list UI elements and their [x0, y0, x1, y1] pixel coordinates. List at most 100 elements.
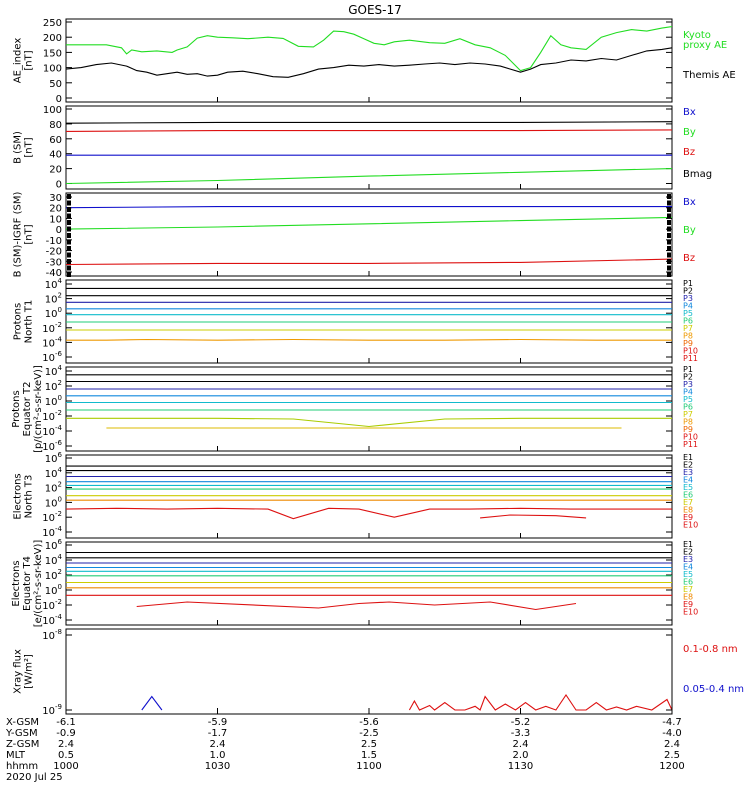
y-axis-label: Equator T4 [22, 556, 33, 611]
x-tick-value: -0.9 [56, 728, 76, 739]
tick-exponent: -9 [55, 703, 62, 711]
tick-base: 10 [45, 498, 58, 509]
edge-marker [667, 246, 671, 251]
edge-marker [667, 265, 671, 271]
legend-entry: E2 [683, 461, 693, 470]
y-tick-label: 10-2 [42, 598, 62, 612]
legend-entry: P8 [683, 418, 693, 427]
tick-base: 10 [42, 528, 55, 539]
legend-entry: P3 [683, 380, 693, 389]
x-tick-value: -2.5 [359, 728, 379, 739]
y-axis-label: [e/(cm²-s-sr-keV)] [33, 540, 44, 628]
edge-marker [667, 194, 671, 199]
tick-exponent: 4 [58, 277, 63, 285]
legend-entry: P10 [683, 433, 698, 442]
series-by [65, 216, 673, 230]
panel-frame [65, 541, 673, 626]
y-tick-label: 40 [49, 150, 62, 161]
tick-exponent: 0 [58, 583, 62, 591]
x-tick-value: 0.5 [58, 750, 74, 761]
y-tick-label: 10-2 [42, 510, 62, 524]
series-e10 [136, 601, 577, 611]
tick-exponent: -4 [55, 613, 63, 621]
legend-entry: P5 [683, 309, 693, 318]
edge-marker [667, 220, 671, 225]
x-tick-value: 2.5 [664, 750, 680, 761]
y-tick-label: 10-2 [42, 409, 62, 423]
y-tick-label: 0 [56, 225, 62, 236]
y-tick-label: 30 [49, 193, 62, 204]
x-tick-value: -3.3 [511, 728, 531, 739]
legend-entry: P8 [683, 332, 693, 341]
legend-entry: Bz [683, 253, 695, 264]
series-e9 [65, 507, 672, 520]
legend-entry: E8 [683, 506, 693, 515]
y-tick-label: 10-6 [42, 350, 62, 364]
y-tick-label: 200 [43, 33, 62, 44]
legend-entry: P3 [683, 294, 693, 303]
y-tick-label: 10-9 [42, 703, 62, 717]
legend-entry: P2 [683, 373, 693, 382]
y-tick-label: 102 [45, 568, 62, 582]
tick-base: 10 [42, 513, 55, 524]
tick-exponent: -2 [55, 321, 62, 329]
y-tick-label: 10-4 [42, 424, 62, 438]
legend-entry: 0.05-0.4 nm [683, 684, 744, 695]
tick-base: 10 [42, 616, 55, 627]
y-tick-label: -30 [46, 257, 62, 268]
legend-entry: P11 [683, 440, 698, 449]
y-tick-label: 102 [45, 379, 62, 393]
y-axis-label: [nT] [24, 224, 35, 244]
tick-exponent: -4 [55, 424, 63, 432]
x-row-label: X-GSM [6, 717, 39, 728]
tick-base: 10 [45, 382, 58, 393]
figure-title: GOES-17 [348, 3, 402, 17]
y-tick-label: 10-2 [42, 321, 62, 335]
legend-entry: P9 [683, 425, 693, 434]
edge-marker [67, 252, 71, 258]
legend-entry: E1 [683, 453, 693, 462]
tick-base: 10 [42, 601, 55, 612]
tick-exponent: -4 [55, 335, 63, 343]
legend-entry: E6 [683, 578, 693, 587]
tick-exponent: -2 [55, 598, 62, 606]
tick-base: 10 [45, 469, 58, 480]
legend-entry: E7 [683, 585, 693, 594]
legend-entry: 0.1-0.8 nm [683, 644, 738, 655]
x-row-label: Y-GSM [5, 728, 38, 739]
y-tick-label: 10 [49, 214, 62, 225]
tick-base: 10 [45, 309, 58, 320]
legend-entry: E5 [683, 570, 693, 579]
legend-entry: P4 [683, 302, 693, 311]
tick-exponent: 4 [58, 553, 63, 561]
edge-marker [67, 200, 71, 206]
y-axis-label: Protons [11, 390, 22, 427]
x-tick-value: -6.1 [56, 717, 76, 728]
panel-bsm: 100 80 60 40 20 0 B (SM) [nT] Bx By Bz Bmag [13, 105, 713, 191]
tick-exponent: 4 [58, 364, 63, 372]
legend-entry: E8 [683, 593, 693, 602]
legend-entry: P1 [683, 365, 693, 374]
legend-entry: E9 [683, 513, 693, 522]
tick-base: 10 [42, 631, 55, 642]
y-axis-label: B (SM) [13, 131, 24, 164]
x-row-label: hhmm [6, 761, 38, 772]
edge-marker [667, 259, 671, 264]
y-tick-label: 20 [49, 204, 62, 215]
edge-marker [67, 233, 71, 238]
y-tick-label: -20 [46, 247, 62, 258]
edge-marker [667, 207, 671, 212]
edge-marker [67, 194, 71, 199]
legend-entry: P10 [683, 347, 698, 356]
x-row-label: MLT [6, 750, 26, 761]
tick-exponent: 6 [58, 538, 63, 546]
tick-exponent: 2 [58, 481, 62, 489]
legend-entry: E5 [683, 483, 693, 492]
series-by [65, 129, 673, 132]
legend-entry: E6 [683, 491, 693, 500]
y-tick-label: 0 [56, 94, 62, 105]
tick-exponent: 2 [58, 292, 62, 300]
legend-entry: P9 [683, 339, 693, 348]
